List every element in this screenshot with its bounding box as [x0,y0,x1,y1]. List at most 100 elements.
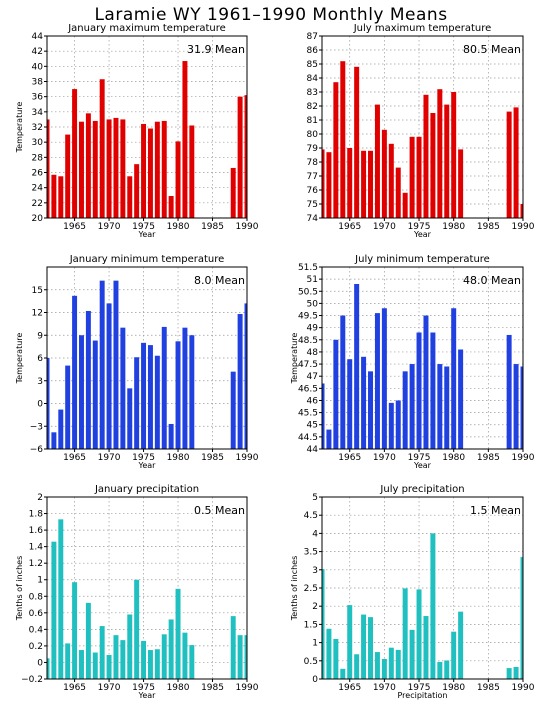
bar [340,668,346,679]
mean-label: 8.0 Mean [194,274,245,287]
x-tick-label: 1970 [373,683,396,693]
x-tick-label: 1970 [373,453,396,463]
bar [58,519,64,679]
y-tick-label: 2 [37,493,43,503]
x-tick-label: 1980 [442,683,465,693]
plot-frame [321,266,524,450]
panel-title: January minimum temperature [69,254,225,265]
bar [47,358,50,449]
bar [374,652,380,679]
y-tick-label: 20 [32,214,44,224]
bar [520,366,523,449]
y-tick-label: 80 [307,130,319,140]
y-tick-label: 9 [37,331,43,341]
x-tick-label: 1970 [98,222,121,232]
panel-title: July minimum temperature [354,254,490,265]
y-tick-label: 0.8 [29,592,44,602]
y-tick-label: 2 [312,602,318,612]
bar [423,616,429,679]
bar [47,658,50,679]
bar [65,365,71,449]
bar [134,357,140,449]
y-tick-label: 0.6 [29,609,44,619]
bar [244,303,247,449]
y-tick-label: 0.4 [29,625,44,635]
bar [72,295,78,449]
bar [395,400,401,449]
y-tick-label: 5 [312,493,318,503]
bar [237,314,243,449]
bar [51,541,57,679]
x-tick-label: 1965 [63,683,86,693]
y-tick-label: 44 [307,445,319,455]
y-tick-label: 85 [307,60,318,70]
y-tick-label: −6 [30,445,44,455]
panel-title: January maximum temperature [67,23,226,34]
y-tick-label: 32 [32,123,43,133]
y-tick-label: 74 [307,214,319,224]
bar [230,616,236,679]
bar [65,643,71,679]
y-tick-label: 0 [37,658,43,668]
bar [381,658,387,679]
y-tick-label: 1.5 [304,620,318,630]
y-tick-label: 48.5 [298,336,318,346]
x-tick-label: 1970 [98,453,121,463]
x-tick-label: 1965 [338,222,361,232]
bar [444,104,450,218]
y-tick-label: 6 [37,354,43,364]
bar [79,121,84,218]
mean-label: 1.5 Mean [470,504,521,517]
bar [72,582,78,679]
bar [388,402,394,449]
y-tick-label: 84 [307,74,319,84]
bar [451,92,457,218]
bar [409,364,415,449]
bar [368,150,374,218]
y-tick-label: 1 [37,576,43,586]
bar [182,61,188,219]
y-tick-label: 4 [312,529,318,539]
bar [326,152,332,218]
y-tick-label: 44.5 [298,433,318,443]
x-tick-label: 1985 [477,683,500,693]
bar [416,589,422,679]
y-tick-label: 34 [32,108,44,118]
bar [430,533,436,679]
mean-label: 48.0 Mean [463,274,521,287]
bar [58,409,64,449]
y-tick-label: 26 [32,169,44,179]
bar [458,611,464,679]
bar [141,342,147,449]
x-axis-label: Precipitation [397,691,447,700]
bar [395,649,401,679]
bar [437,364,443,449]
x-tick-label: 1975 [132,683,155,693]
x-tick-label: 1975 [408,453,431,463]
chart-panel: 44 44.5 45 45.5 46 46.5 47 47.5 48 48.5 49 49.5 50 50… [290,254,535,470]
x-tick-label: 1975 [132,222,155,232]
y-tick-label: 28 [32,153,44,163]
x-tick-label: 1985 [201,453,224,463]
bar [347,148,353,218]
y-tick-label: 45 [307,421,318,431]
y-axis-label: Tenths of inches [15,556,24,622]
x-axis-label: Year [138,461,157,470]
bar [374,104,380,218]
bar [79,650,84,679]
chart-panel: −0.2 0 0.2 0.4 0.6 0.8 1 1.2 1.4 1.6 1.8 2 1965 1970 1… [15,484,259,700]
bar [79,335,84,449]
bar [237,96,243,218]
bar [244,635,247,679]
plot-frame [321,35,524,219]
y-tick-label: 78 [307,158,319,168]
bar [444,366,450,449]
bar [161,120,167,218]
bar [340,315,346,449]
y-tick-label: 12 [32,309,43,319]
y-axis-label: Temperature [15,333,24,385]
x-tick-label: 1975 [408,222,431,232]
x-axis-label: Year [413,230,432,239]
bar [189,335,195,449]
